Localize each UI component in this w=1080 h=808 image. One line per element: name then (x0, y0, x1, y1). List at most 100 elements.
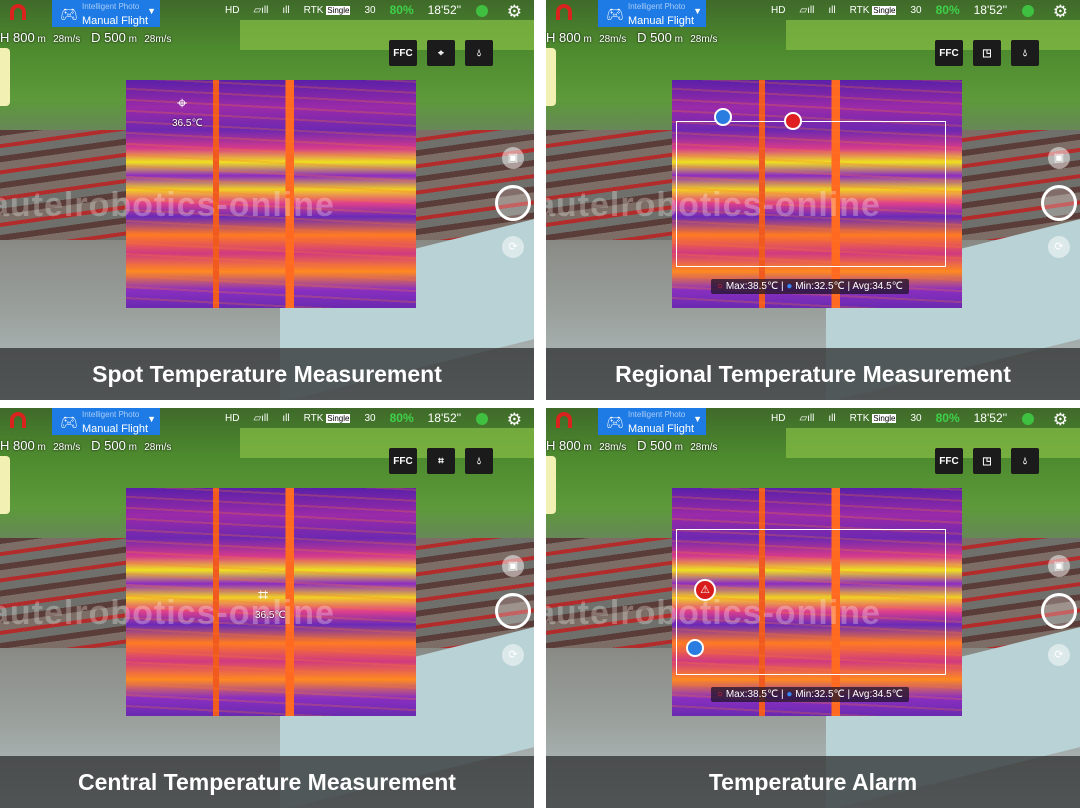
shutter-button[interactable] (1041, 593, 1077, 629)
watermark: autelrobotics-online (546, 186, 881, 224)
gamepad-icon: 🎮︎ (60, 6, 78, 22)
thermal-image (126, 80, 416, 308)
home-logo-icon[interactable] (556, 412, 572, 428)
measurement-region[interactable] (676, 121, 946, 267)
flight-mode-button[interactable]: 🎮︎ Intelligent Photo Manual Flight ▼ (52, 408, 160, 435)
gallery-icon[interactable]: ▣ (1048, 555, 1070, 577)
temperature-mode-button[interactable]: ⌖ (427, 40, 455, 66)
center-crosshair-icon: ⌗ (258, 585, 269, 605)
shutter-button[interactable] (495, 593, 531, 629)
flight-mode-button[interactable]: 🎮︎ Intelligent Photo Manual Flight ▼ (598, 0, 706, 27)
flight-time: 18'52'' (973, 411, 1008, 425)
temperature-stats: ○ Max:38.5℃ | ● Min:32.5℃ | Avg:34.5℃ (711, 279, 909, 294)
shutter-button[interactable] (1041, 185, 1077, 221)
battery-level: 80% (389, 411, 414, 425)
palette-icon[interactable]: 💧︎ (1011, 40, 1039, 66)
temperature-mode-button[interactable]: ◳ (973, 448, 1001, 474)
palette-icon[interactable]: 💧︎ (465, 40, 493, 66)
gamepad-icon: 🎮︎ (606, 6, 624, 22)
palette-icon[interactable]: 💧︎ (465, 448, 493, 474)
camera-switch-icon[interactable]: ⟳ (1048, 236, 1070, 258)
gps-status-icon[interactable] (476, 5, 488, 17)
thermal-toolbar: FFC ⌗ 💧︎ (389, 448, 493, 474)
side-drawer-tab[interactable] (546, 48, 556, 106)
shutter-button[interactable] (495, 185, 531, 221)
side-drawer-tab[interactable] (0, 456, 10, 514)
ffc-button[interactable]: FFC (389, 448, 417, 474)
caption: Temperature Alarm (546, 756, 1080, 808)
temperature-mode-button[interactable]: ⌗ (427, 448, 455, 474)
flight-mode-button[interactable]: 🎮︎ Intelligent Photo Manual Flight ▼ (598, 408, 706, 435)
ffc-button[interactable]: FFC (935, 40, 963, 66)
thermal-app-screen: 🎮︎ Intelligent Photo Manual Flight ▼ HD … (546, 408, 1080, 808)
thermal-toolbar: FFC ◳ 💧︎ (935, 40, 1039, 66)
home-logo-icon[interactable] (10, 4, 26, 20)
gamepad-icon: 🎮︎ (606, 414, 624, 430)
chevron-down-icon: ▼ (693, 414, 702, 424)
hd-icon: HD (771, 412, 786, 424)
gear-icon[interactable]: ⚙ (1052, 2, 1068, 21)
palette-icon[interactable]: 💧︎ (1011, 448, 1039, 474)
battery-level: 80% (935, 3, 960, 17)
hd-icon: HD (225, 412, 240, 424)
spot-temp-label: 36.5℃ (172, 118, 203, 129)
gps-status-icon[interactable] (1022, 413, 1034, 425)
telemetry: H 800 m 28m/s D 500 m 28m/s (546, 438, 718, 453)
caption: Central Temperature Measurement (0, 756, 534, 808)
caption: Spot Temperature Measurement (0, 348, 534, 400)
rtk-status: RTK Single (849, 4, 897, 16)
min-temp-marker (714, 108, 732, 126)
side-drawer-tab[interactable] (0, 48, 10, 106)
status-bar: HD ▱ıll ıll RTK Single 30 80% 18'52'' (771, 411, 1007, 425)
telemetry: H 800 m 28m/s D 500 m 28m/s (0, 438, 172, 453)
satellite-count: 30 (364, 4, 376, 16)
crosshair-icon[interactable]: ⌖ (177, 93, 188, 113)
gps-status-icon[interactable] (1022, 5, 1034, 17)
thermal-app-screen: 🎮︎ Intelligent Photo Manual Flight ▼ HD … (546, 0, 1080, 400)
rc-signal-icon: ıll (828, 4, 836, 16)
mode-label: Manual Flight (82, 423, 149, 435)
chevron-down-icon: ▼ (693, 6, 702, 16)
flight-mode-button[interactable]: 🎮︎ Intelligent Photo Manual Flight ▼ (52, 0, 160, 27)
telemetry: H 800 m 28m/s D 500 m 28m/s (0, 30, 172, 45)
image-transmission-signal-icon: ▱ıll (799, 4, 815, 16)
satellite-count: 30 (364, 412, 376, 424)
gear-icon[interactable]: ⚙ (1052, 410, 1068, 429)
flight-time: 18'52'' (427, 3, 462, 17)
measurement-region[interactable] (676, 529, 946, 675)
thermal-app-screen: 🎮︎ Intelligent Photo Manual Flight ▼ HD … (0, 408, 534, 808)
home-logo-icon[interactable] (10, 412, 26, 428)
camera-switch-icon[interactable]: ⟳ (502, 644, 524, 666)
telemetry: H 800 m 28m/s D 500 m 28m/s (546, 30, 718, 45)
temperature-mode-button[interactable]: ◳ (973, 40, 1001, 66)
gallery-icon[interactable]: ▣ (502, 555, 524, 577)
mode-label: Manual Flight (628, 423, 695, 435)
thermal-image (672, 488, 962, 716)
rc-signal-icon: ıll (828, 412, 836, 424)
battery-level: 80% (935, 411, 960, 425)
camera-switch-icon[interactable]: ⟳ (502, 236, 524, 258)
mode-label: Manual Flight (628, 15, 695, 27)
max-temp-marker (784, 112, 802, 130)
mode-subtitle: Intelligent Photo (628, 410, 686, 419)
ffc-button[interactable]: FFC (935, 448, 963, 474)
gear-icon[interactable]: ⚙ (506, 410, 522, 429)
caption: Regional Temperature Measurement (546, 348, 1080, 400)
chevron-down-icon: ▼ (147, 6, 156, 16)
gallery-icon[interactable]: ▣ (1048, 147, 1070, 169)
home-logo-icon[interactable] (556, 4, 572, 20)
flight-time: 18'52'' (427, 411, 462, 425)
camera-switch-icon[interactable]: ⟳ (1048, 644, 1070, 666)
gear-icon[interactable]: ⚙ (506, 2, 522, 21)
hd-icon: HD (771, 4, 786, 16)
side-drawer-tab[interactable] (546, 456, 556, 514)
gallery-icon[interactable]: ▣ (502, 147, 524, 169)
ffc-button[interactable]: FFC (389, 40, 417, 66)
mode-label: Manual Flight (82, 15, 149, 27)
mode-subtitle: Intelligent Photo (82, 2, 140, 11)
image-transmission-signal-icon: ▱ıll (799, 412, 815, 424)
alarm-icon: ⚠ (694, 579, 716, 601)
rtk-status: RTK Single (303, 4, 351, 16)
satellite-count: 30 (910, 412, 922, 424)
gps-status-icon[interactable] (476, 413, 488, 425)
